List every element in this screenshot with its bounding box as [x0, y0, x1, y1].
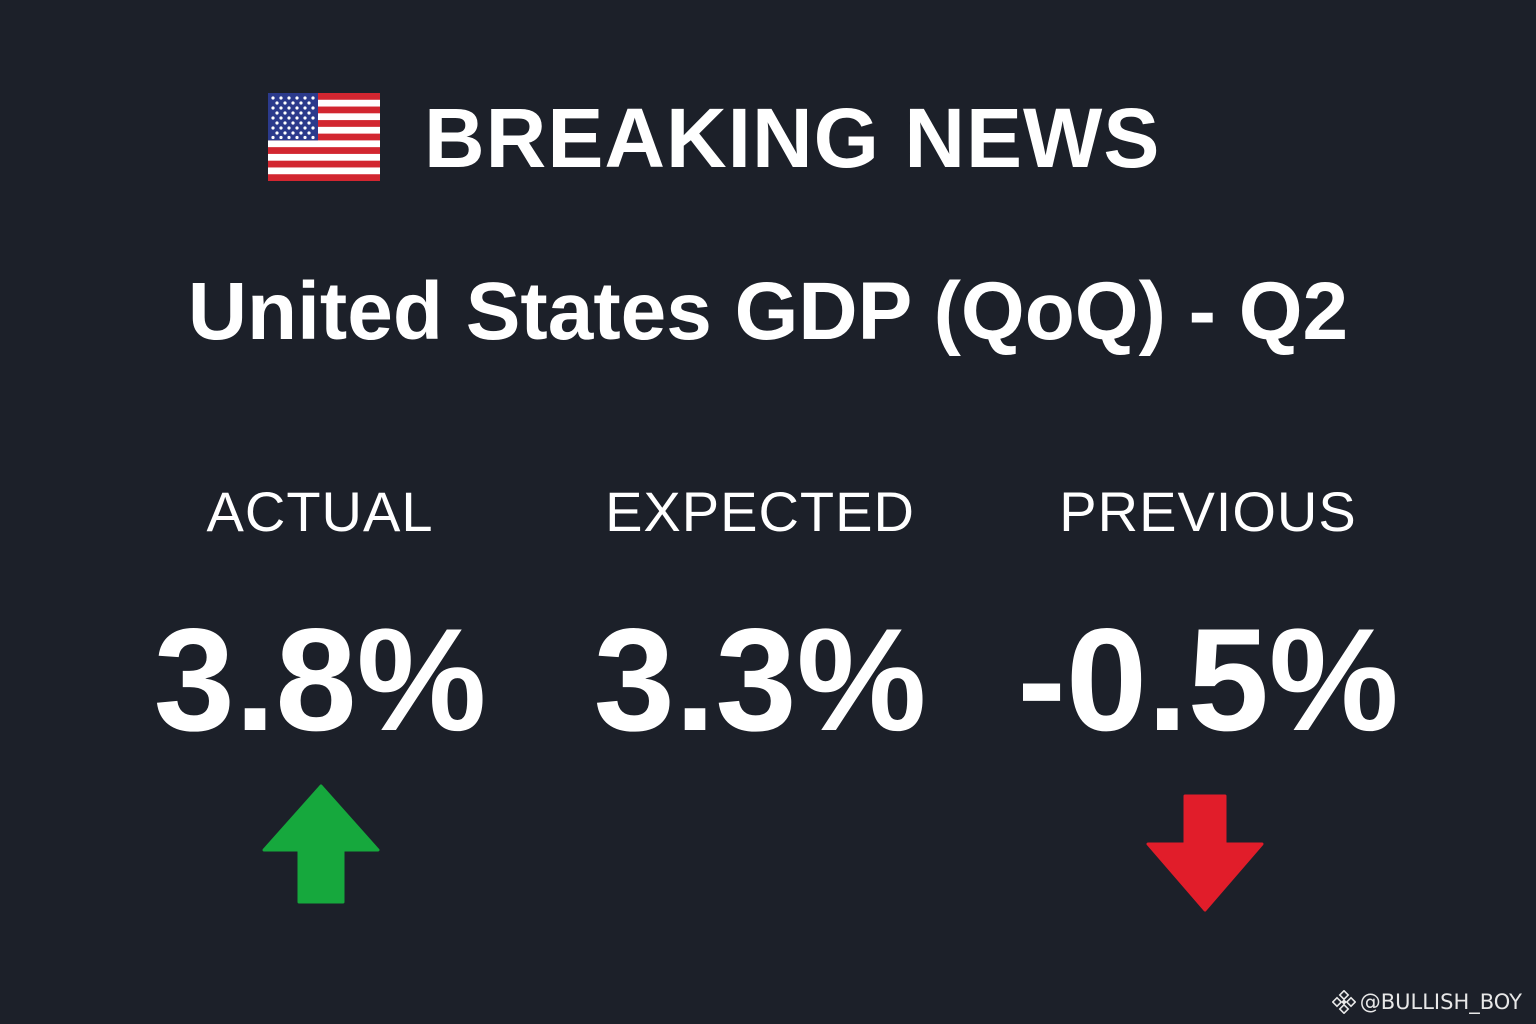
headline: BREAKING NEWS	[424, 91, 1161, 185]
watermark: @BULLISH_BOY	[1331, 990, 1522, 1014]
stat-actual-value: 3.8%	[153, 598, 487, 761]
arrow-down-icon	[1146, 794, 1264, 912]
header: BREAKING NEWS	[0, 90, 1536, 186]
stat-actual: ACTUAL 3.8%	[70, 470, 570, 760]
stat-previous: PREVIOUS -0.5%	[958, 470, 1458, 760]
us-flag-icon	[268, 93, 380, 181]
stat-expected-label: EXPECTED	[605, 480, 915, 543]
arrow-up-icon	[262, 784, 380, 904]
stat-previous-value: -0.5%	[1017, 598, 1399, 761]
stat-expected-value: 3.3%	[593, 598, 927, 761]
stat-previous-label: PREVIOUS	[1059, 480, 1357, 543]
page-title: United States GDP (QoQ) - Q2	[187, 266, 1349, 357]
stat-actual-label: ACTUAL	[206, 480, 434, 543]
stat-expected: EXPECTED 3.3%	[510, 470, 1010, 760]
watermark-text: @BULLISH_BOY	[1359, 990, 1522, 1014]
binance-logo-icon	[1331, 990, 1356, 1014]
